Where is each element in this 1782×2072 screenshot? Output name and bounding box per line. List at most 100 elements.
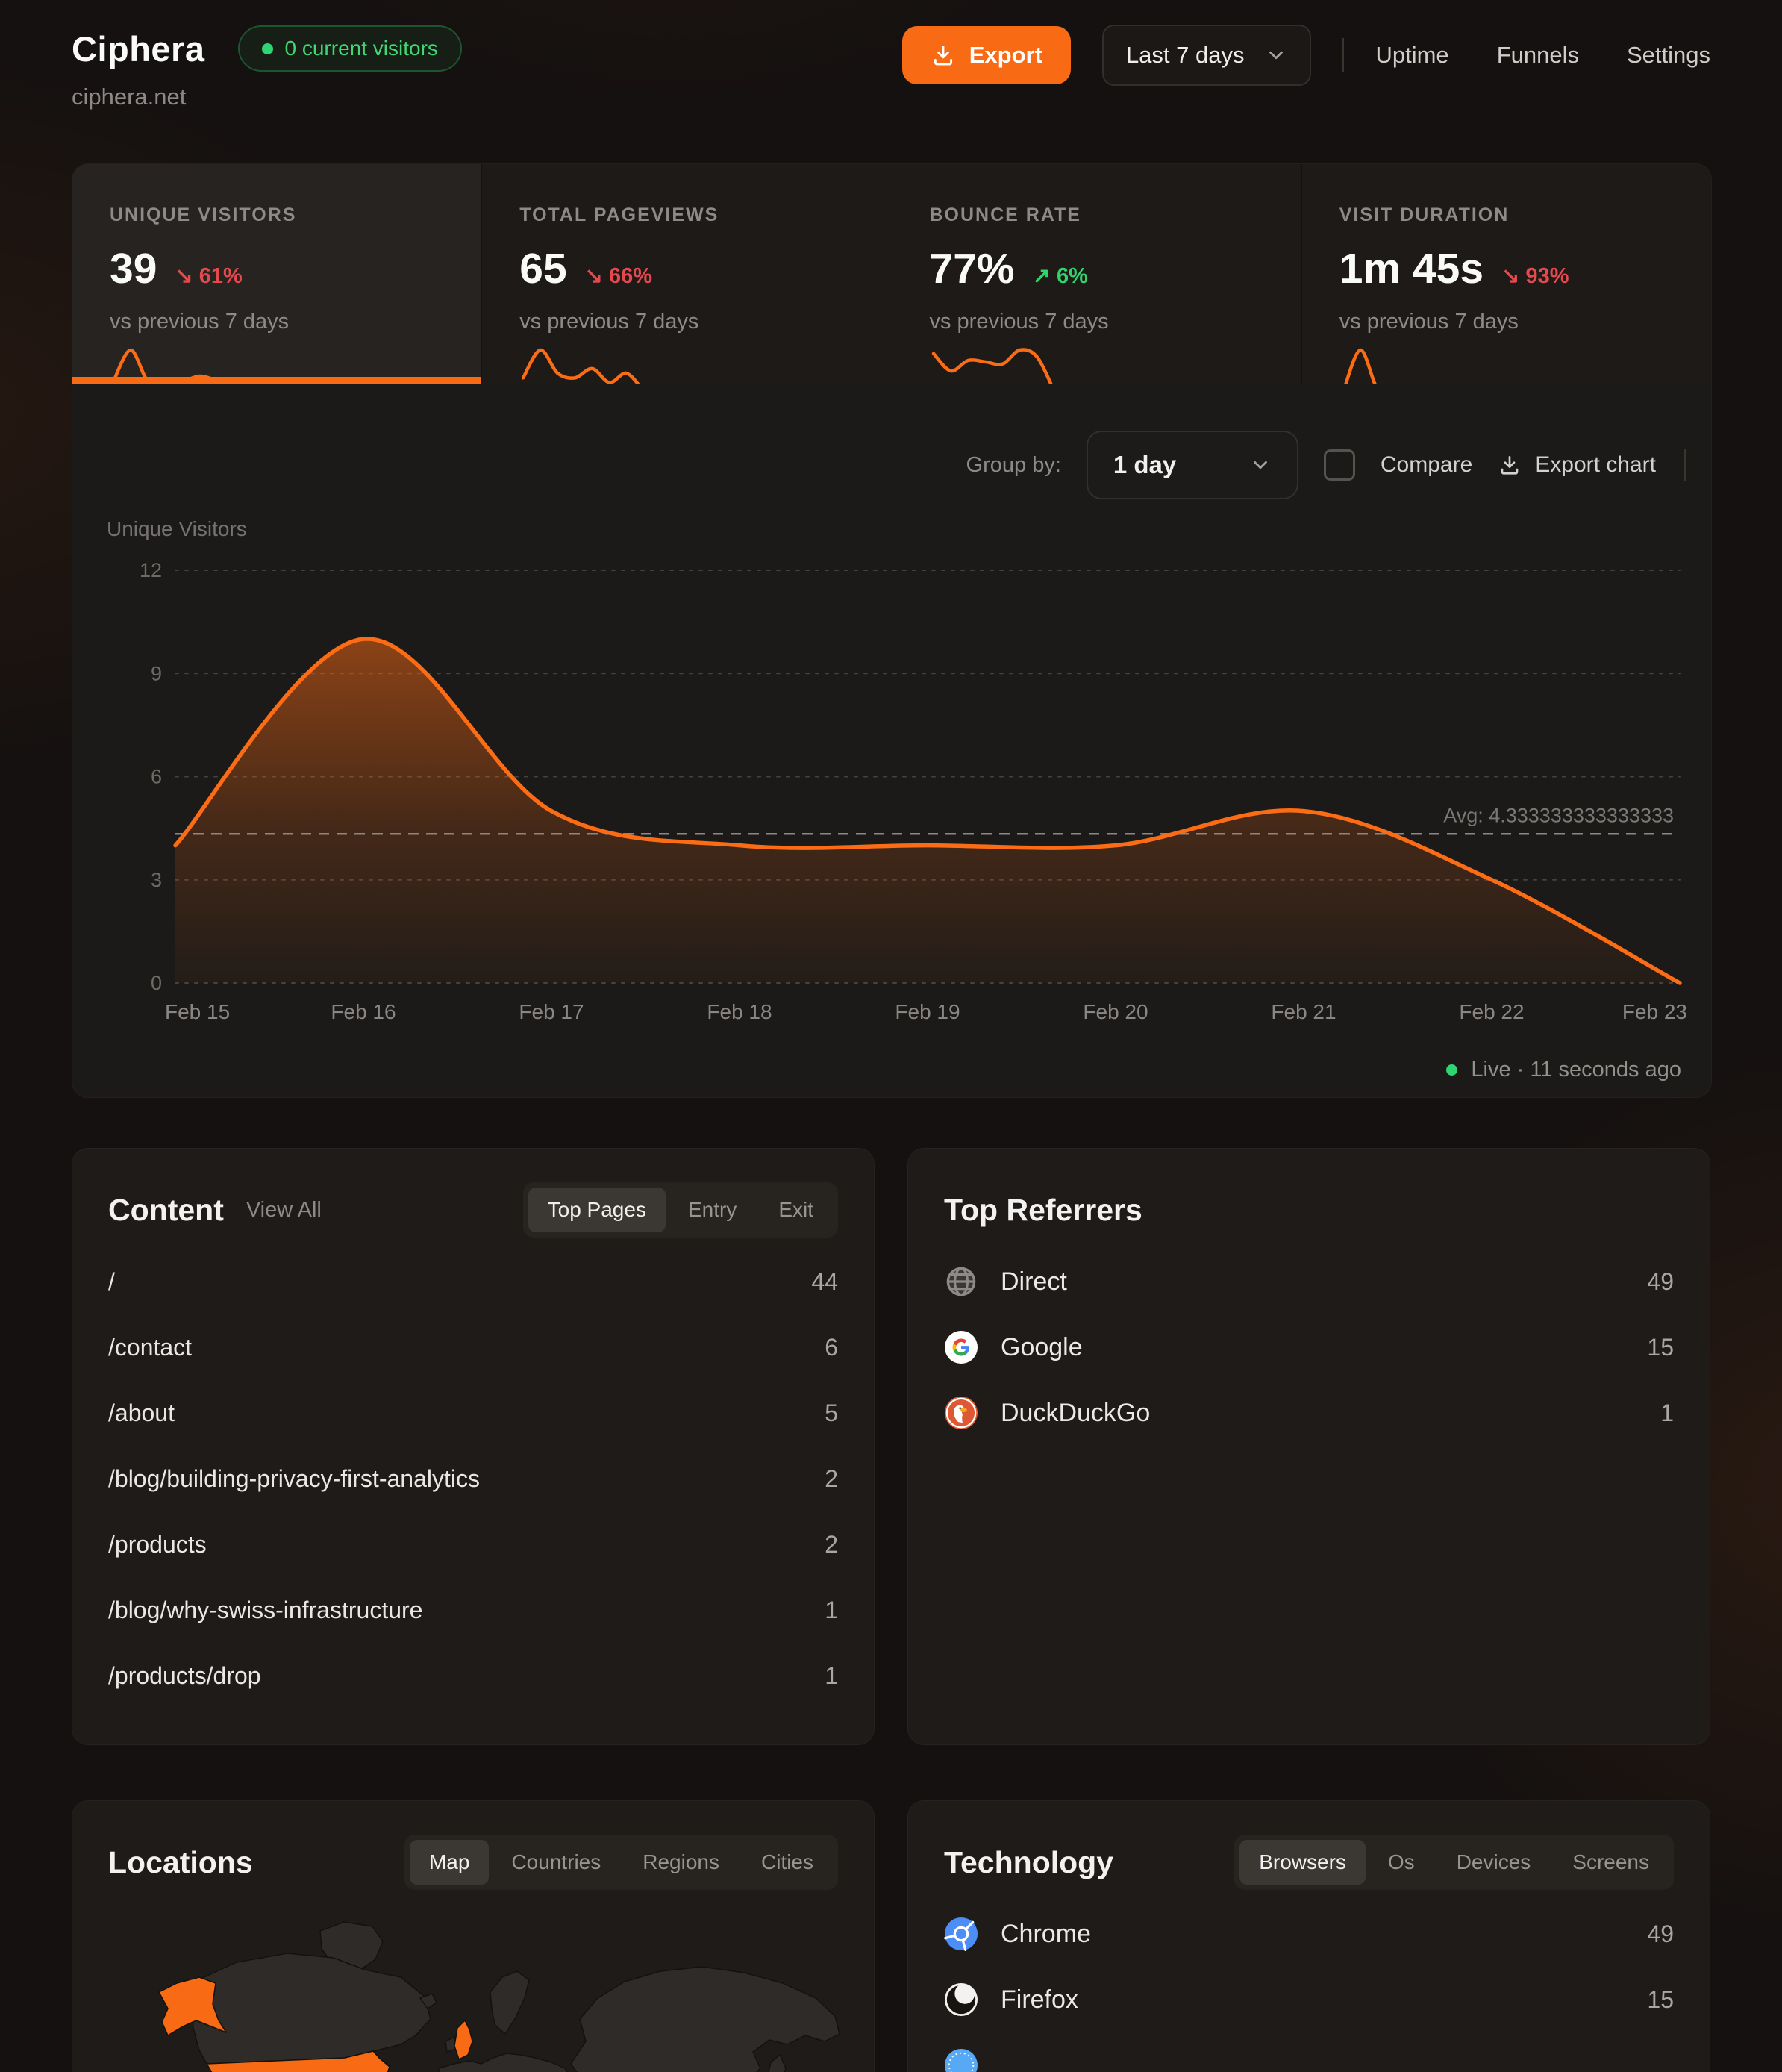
locations-panel: Locations Map Countries Regions Cities — [72, 1800, 875, 2072]
stat-label: UNIQUE VISITORS — [110, 205, 297, 225]
compare-label: Compare — [1380, 452, 1473, 477]
content-row[interactable]: /contact 6 — [108, 1333, 838, 1361]
map-russia-asia — [570, 1966, 840, 2072]
tab-os[interactable]: Os — [1387, 1850, 1415, 1873]
chrome-icon — [944, 1917, 978, 1951]
compare-checkbox[interactable] — [1323, 449, 1355, 481]
stat-label: VISIT DURATION — [1339, 205, 1510, 225]
duckduckgo-icon — [944, 1396, 978, 1430]
visitors-area-chart[interactable]: 0 3 6 9 12 Avg: 4.333333333333333 Feb 15 Feb 16… — [72, 384, 1711, 1097]
stat-delta: ↘ 66% — [584, 264, 653, 288]
sparkline-chart — [522, 348, 646, 394]
stat-card-total-pageviews[interactable]: TOTAL PAGEVIEWS 65 ↘ 66% vs previous 7 d… — [482, 164, 892, 394]
svg-text:6: 6 — [151, 766, 162, 788]
svg-text:12: 12 — [140, 559, 162, 581]
svg-text:Feb 18: Feb 18 — [707, 1000, 772, 1023]
chart-controls: Group by: 1 day Compare Export chart — [966, 431, 1686, 499]
tab-screens[interactable]: Screens — [1572, 1850, 1649, 1873]
world-map[interactable] — [72, 1909, 874, 2072]
globe-icon — [944, 1264, 978, 1299]
content-row[interactable]: /44 — [108, 1267, 838, 1295]
referrers-title: Top Referrers — [944, 1192, 1142, 1227]
controls-divider — [1684, 449, 1686, 481]
svg-text:3: 3 — [151, 869, 162, 891]
content-row[interactable]: /blog/building-privacy-first-analytics 2 — [108, 1464, 838, 1492]
content-row[interactable]: /blog/why-swiss-infrastructure 1 — [108, 1596, 838, 1623]
view-all-link[interactable]: View All — [246, 1197, 322, 1222]
stat-compare: vs previous 7 days — [519, 310, 699, 334]
chart-section: Group by: 1 day Compare Export chart — [72, 384, 1711, 1097]
technology-row[interactable]: Firefox 15 — [944, 1967, 1674, 2032]
tab-cities[interactable]: Cities — [760, 1850, 813, 1873]
stat-compare: vs previous 7 days — [110, 310, 290, 334]
site-domain: ciphera.net — [72, 84, 187, 110]
chevron-down-icon — [1265, 44, 1287, 66]
metrics-panel: UNIQUE VISITORS 39 ↘ 61% vs previous 7 d… — [72, 163, 1712, 1098]
technology-panel: Technology Browsers Os Devices Screens C… — [907, 1800, 1710, 2072]
live-status: Live · 11 seconds ago — [1446, 1058, 1681, 1082]
export-button[interactable]: Export — [901, 26, 1071, 84]
download-icon — [1498, 453, 1522, 477]
tab-countries[interactable]: Countries — [511, 1850, 601, 1873]
stat-value: 77% — [929, 245, 1015, 293]
map-usa-highlight — [206, 2050, 390, 2072]
stat-card-visit-duration[interactable]: VISIT DURATION 1m 45s ↘ 93% vs previous … — [1301, 164, 1711, 395]
svg-text:Feb 22: Feb 22 — [1459, 1000, 1524, 1023]
map-japan — [768, 2054, 787, 2072]
stat-value: 65 — [519, 245, 567, 293]
svg-text:Feb 15: Feb 15 — [165, 1000, 230, 1023]
tab-browsers[interactable]: Browsers — [1239, 1840, 1366, 1885]
svg-text:Feb 19: Feb 19 — [895, 1000, 960, 1023]
stat-compare: vs previous 7 days — [929, 310, 1109, 334]
map-iceland — [419, 1993, 437, 2009]
blue-browser-icon — [944, 2048, 978, 2072]
tab-top-pages[interactable]: Top Pages — [528, 1188, 666, 1232]
stat-card-bounce-rate[interactable]: BOUNCE RATE 77% ↗ 6% vs previous 7 days — [892, 164, 1302, 394]
chevron-down-icon — [1249, 454, 1272, 476]
current-visitors-badge[interactable]: 0 current visitors — [237, 25, 462, 72]
chart-series-label: Unique Visitors — [107, 517, 247, 540]
stat-delta: ↘ 93% — [1501, 264, 1569, 288]
svg-text:0: 0 — [151, 972, 162, 994]
tab-devices[interactable]: Devices — [1456, 1850, 1531, 1873]
locations-title: Locations — [108, 1844, 253, 1879]
site-name: Ciphera — [72, 28, 205, 69]
green-dot-icon — [261, 43, 273, 54]
nav-settings[interactable]: Settings — [1626, 42, 1710, 68]
stat-card-unique-visitors[interactable]: UNIQUE VISITORS 39 ↘ 61% vs previous 7 d… — [72, 164, 483, 394]
tab-entry[interactable]: Entry — [687, 1198, 737, 1221]
referrer-row[interactable]: Direct 49 — [944, 1249, 1674, 1314]
referrer-row[interactable]: Google 15 — [944, 1314, 1674, 1380]
content-row[interactable]: /products 2 — [108, 1530, 838, 1558]
tab-map[interactable]: Map — [409, 1840, 490, 1885]
content-row[interactable]: /about 5 — [108, 1399, 838, 1426]
svg-text:Feb 21: Feb 21 — [1271, 1000, 1336, 1023]
stat-value: 1m 45s — [1339, 245, 1484, 293]
technology-row[interactable]: Chrome 49 — [944, 1901, 1674, 1967]
technology-tabs: Browsers Os Devices Screens — [1234, 1835, 1674, 1890]
svg-text:Feb 23: Feb 23 — [1622, 1000, 1687, 1023]
current-visitors-label: 0 current visitors — [284, 37, 438, 60]
svg-text:Feb 16: Feb 16 — [331, 1000, 396, 1023]
referrers-panel: Top Referrers Direct 49 Google 15 — [907, 1148, 1710, 1745]
group-by-select[interactable]: 1 day — [1086, 431, 1298, 499]
tab-exit[interactable]: Exit — [778, 1198, 813, 1221]
technology-row[interactable] — [944, 2032, 1674, 2072]
nav-uptime[interactable]: Uptime — [1375, 42, 1449, 68]
locations-tabs: Map Countries Regions Cities — [404, 1835, 838, 1890]
green-dot-icon — [1446, 1064, 1458, 1076]
stat-label: TOTAL PAGEVIEWS — [519, 205, 719, 225]
date-range-select[interactable]: Last 7 days — [1101, 25, 1312, 86]
content-row[interactable]: /products/drop 1 — [108, 1661, 838, 1689]
svg-text:9: 9 — [151, 662, 162, 684]
stat-compare: vs previous 7 days — [1339, 310, 1519, 334]
content-tabs: Top Pages Entry Exit — [522, 1182, 838, 1238]
export-chart-button[interactable]: Export chart — [1498, 452, 1656, 478]
stat-label: BOUNCE RATE — [929, 205, 1081, 225]
nav-funnels[interactable]: Funnels — [1496, 42, 1579, 68]
referrer-row[interactable]: DuckDuckGo 1 — [944, 1380, 1674, 1446]
content-rows: /44 /contact 6 /about 5 /blog/building-pri… — [72, 1234, 874, 1709]
firefox-icon — [944, 1982, 978, 2017]
stat-value: 39 — [110, 245, 157, 293]
tab-regions[interactable]: Regions — [643, 1850, 719, 1873]
